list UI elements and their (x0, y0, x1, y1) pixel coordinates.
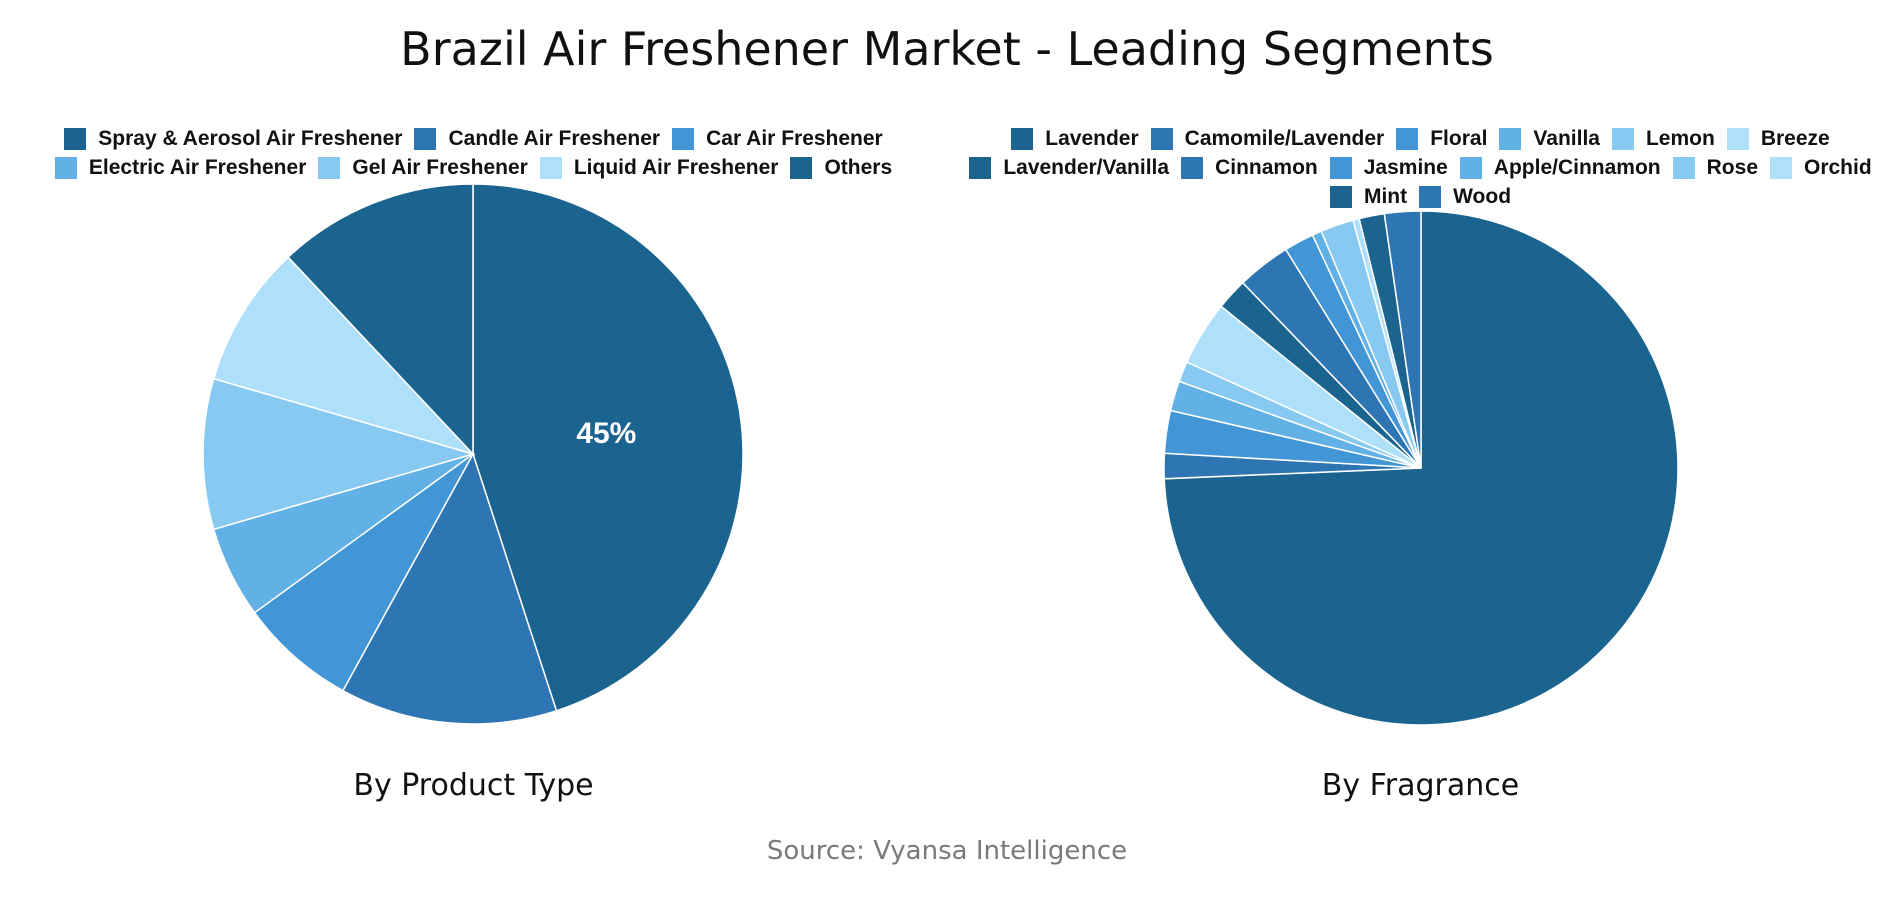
legend-item-lavender-vanilla: Lavender/Vanilla (969, 156, 1169, 180)
legend-label: Orchid (1804, 155, 1872, 179)
pie-slice-car-air-freshener (253, 453, 474, 692)
legend-swatch (1770, 156, 1792, 179)
legend-item-apple-cinnamon: Apple/Cinnamon (1459, 155, 1661, 180)
fragrance-chart-title: By Fragrance (1321, 768, 1520, 803)
legend-swatch (1726, 127, 1749, 150)
product-type-pie: 45% (202, 183, 744, 725)
legend-swatch (790, 156, 813, 179)
data-label-spray-and-aerosol-air-freshener: 45% (576, 417, 636, 450)
legend-swatch (1459, 156, 1482, 179)
legend-item-mint: Mint (1329, 184, 1408, 209)
legend-item-vanilla: Vanilla (1499, 127, 1600, 151)
legend-item-car-air-freshener: Car Air Freshener (672, 127, 883, 151)
legend-item-breeze: Breeze (1726, 126, 1830, 151)
legend-swatch (1181, 156, 1204, 179)
product-type-chart-panel: 45% Spray & Aerosol Air Freshener Candle … (0, 120, 947, 820)
legend-label: Lavender (1045, 126, 1139, 150)
legend-label: Floral (1430, 126, 1488, 150)
legend-row: Electric Air Freshener Gel Air Freshener L… (0, 153, 947, 182)
legend-row: Spray & Aerosol Air Freshener Candle Air … (0, 124, 947, 153)
page-title: Brazil Air Freshener Market - Leading Se… (400, 22, 1494, 76)
fragrance-pie (1163, 210, 1679, 726)
legend-swatch (1499, 127, 1522, 150)
legend-label: Breeze (1760, 126, 1830, 150)
legend-label: Liquid Air Freshener (573, 155, 779, 179)
legend-swatch (318, 156, 341, 179)
legend-swatch (64, 127, 87, 150)
legend-item-camomile-lavender: Camomile/Lavender (1150, 126, 1385, 151)
legend-label: Car Air Freshener (706, 126, 883, 150)
legend-label: Electric Air Freshener (88, 155, 307, 179)
legend-label: Others (824, 155, 893, 179)
legend-label: Candle Air Freshener (448, 126, 661, 150)
legend-swatch (1329, 156, 1352, 179)
product-type-chart-title: By Product Type (353, 768, 594, 803)
legend-swatch (1011, 127, 1034, 150)
legend-item-lavender: Lavender (1011, 126, 1139, 151)
legend-item-jasmine: Jasmine (1329, 155, 1448, 180)
legend-label: Rose (1706, 155, 1758, 179)
pie-slice-liquid-air-freshener (212, 256, 476, 456)
source-note: Source: Vyansa Intelligence (766, 836, 1128, 866)
legend-swatch (414, 127, 437, 150)
legend-item-rose: Rose (1672, 155, 1758, 180)
legend-label: Wood (1453, 184, 1512, 208)
legend-label: Mint (1363, 184, 1408, 208)
pie-slice-gel-air-freshener (202, 377, 476, 531)
legend-item-liquid-air-freshener: Liquid Air Freshener (539, 155, 779, 180)
legend-row: Mint Wood (947, 182, 1894, 211)
legend-swatch (969, 156, 992, 179)
legend-label: Spray & Aerosol Air Freshener (98, 126, 403, 150)
legend-item-floral: Floral (1396, 127, 1487, 151)
fragrance-chart-panel: Lavender Camomile/Lavender Floral Vanilla Le… (947, 120, 1894, 820)
legend-swatch (672, 127, 695, 150)
legend-label: Lemon (1645, 126, 1715, 150)
legend-item-others: Others (790, 156, 892, 180)
legend-row: Lavender/Vanilla Cinnamon Jasmine Apple/Cin… (947, 153, 1894, 182)
legend-swatch (539, 156, 562, 179)
legend-label: Vanilla (1533, 126, 1600, 150)
legend-item-wood: Wood (1419, 185, 1511, 209)
fragrance-legend: Lavender Camomile/Lavender Floral Vanilla Le… (947, 124, 1894, 211)
legend-item-gel-air-freshener: Gel Air Freshener (318, 155, 528, 180)
legend-item-electric-air-freshener: Electric Air Freshener (54, 155, 307, 180)
legend-item-candle-air-freshener: Candle Air Freshener (414, 127, 660, 151)
product-type-legend: Spray & Aerosol Air Freshener Candle Air … (0, 124, 947, 182)
pie-slice-spray-and-aerosol-air-freshener (472, 183, 744, 712)
legend-label: Cinnamon (1215, 155, 1318, 179)
legend-item-lemon: Lemon (1611, 126, 1715, 151)
legend-item-cinnamon: Cinnamon (1181, 156, 1318, 180)
legend-label: Apple/Cinnamon (1493, 155, 1661, 179)
legend-swatch (1150, 127, 1173, 150)
legend-swatch (1396, 127, 1419, 150)
pie-slice-others (287, 183, 474, 456)
legend-label: Lavender/Vanilla (1003, 155, 1170, 179)
legend-label: Camomile/Lavender (1184, 126, 1385, 150)
legend-label: Gel Air Freshener (352, 155, 528, 179)
legend-label: Jasmine (1363, 155, 1448, 179)
pie-slice-candle-air-freshener (341, 452, 558, 725)
legend-swatch (1419, 185, 1442, 208)
legend-swatch (54, 156, 77, 179)
legend-item-orchid: Orchid (1770, 156, 1872, 180)
legend-swatch (1672, 156, 1695, 179)
legend-item-spray-and-aerosol-air-freshener: Spray & Aerosol Air Freshener (64, 127, 402, 151)
pie-slice-wood (1383, 210, 1422, 469)
legend-swatch (1329, 185, 1352, 208)
legend-swatch (1611, 127, 1634, 150)
legend-row: Lavender Camomile/Lavender Floral Vanilla Le… (947, 124, 1894, 153)
